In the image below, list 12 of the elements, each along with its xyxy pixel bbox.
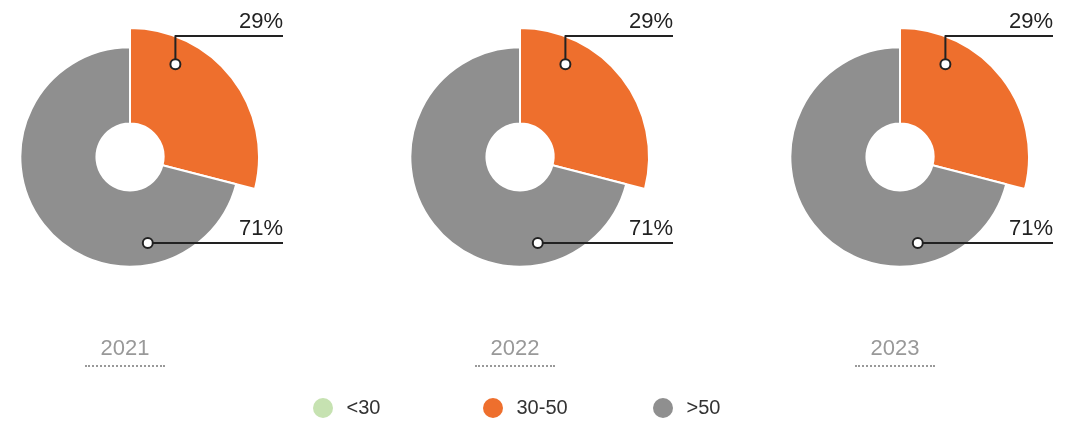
data-label: 29% <box>628 8 673 34</box>
data-label: 71% <box>628 214 673 240</box>
legend-label: <30 <box>346 396 381 419</box>
text: 2023 <box>855 335 935 367</box>
text: 2022 <box>475 335 555 367</box>
legend-label: 30-50 <box>516 396 568 419</box>
data-label: 71% <box>1008 214 1053 240</box>
data-label: 29% <box>1008 8 1053 34</box>
text: 2021 <box>85 335 165 367</box>
data-label: 29% <box>238 8 283 34</box>
data-label: 71% <box>238 214 283 240</box>
legend-label: >50 <box>686 396 721 419</box>
